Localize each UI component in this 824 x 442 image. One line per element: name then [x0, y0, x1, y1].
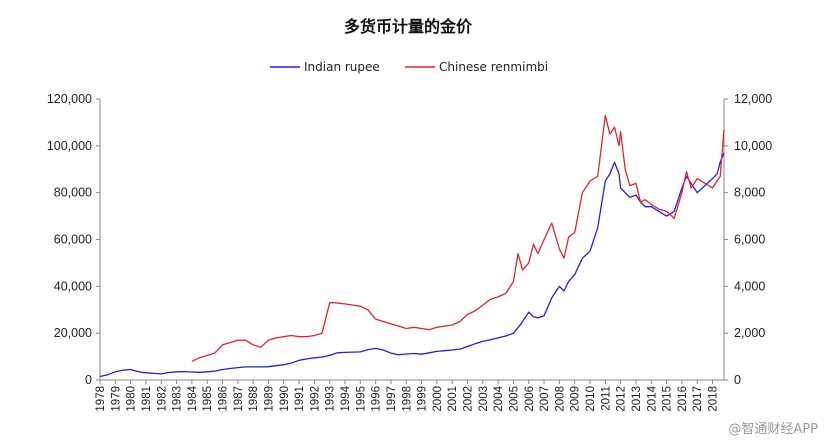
- x-tick-label: 1993: [325, 386, 337, 412]
- left-tick-label: 0: [85, 373, 92, 387]
- x-tick-label: 1998: [401, 386, 413, 412]
- x-tick-label: 2012: [616, 386, 628, 412]
- x-tick-label: 2001: [447, 386, 459, 412]
- x-tick-label: 2011: [600, 386, 612, 411]
- x-tick-label: 1979: [110, 386, 122, 412]
- left-y-ticks: 0 20,000 40,000 60,000 80,000 100,000 120,000: [47, 92, 100, 387]
- x-tick-label: 2018: [708, 386, 720, 412]
- x-tick-label: 2006: [524, 386, 536, 412]
- x-tick-label: 1985: [202, 386, 214, 412]
- x-tick-label: 2007: [539, 386, 551, 412]
- x-tick-label: 1987: [233, 386, 245, 412]
- left-tick-label: 100,000: [47, 139, 92, 153]
- watermark: @智通财经APP: [728, 422, 818, 437]
- right-tick-label: 12,000: [734, 92, 772, 106]
- x-tick-label: 1999: [417, 386, 429, 412]
- x-tick-label: 2016: [677, 386, 689, 412]
- x-tick-label: 2014: [646, 385, 658, 411]
- x-tick-label: 1978: [95, 386, 107, 412]
- x-tick-label: 2005: [508, 386, 520, 412]
- x-tick-label: 1986: [218, 386, 230, 412]
- x-tick-label: 2008: [554, 386, 566, 412]
- x-ticks: 1978 1979 1980 1981 1982 1983 1984 1985 1986 1987…: [95, 380, 720, 412]
- left-tick-label: 80,000: [54, 186, 92, 200]
- x-tick-label: 1990: [279, 386, 291, 412]
- left-tick-label: 60,000: [54, 233, 92, 247]
- x-tick-label: 2004: [493, 385, 505, 411]
- x-tick-label: 1982: [156, 386, 168, 412]
- left-tick-label: 120,000: [47, 92, 92, 106]
- x-tick-label: 2017: [692, 386, 704, 412]
- right-y-ticks: 0 2,000 4,000 6,000 8,000 10,000 12,000: [724, 92, 772, 387]
- x-tick-label: 2003: [478, 386, 490, 412]
- x-tick-label: 1989: [263, 386, 275, 412]
- x-tick-label: 1984: [187, 385, 199, 411]
- x-tick-label: 1997: [386, 386, 398, 412]
- right-tick-label: 0: [734, 373, 741, 387]
- x-tick-label: 1988: [248, 386, 260, 412]
- right-tick-label: 4,000: [734, 279, 765, 293]
- x-tick-label: 1991: [294, 386, 306, 412]
- left-tick-label: 20,000: [54, 326, 92, 340]
- x-tick-label: 2000: [432, 386, 444, 412]
- x-tick-label: 1992: [309, 386, 321, 412]
- x-tick-label: 1981: [141, 386, 153, 412]
- series-lines: [99, 114, 725, 378]
- series-line-indian-rupee: [99, 152, 725, 378]
- x-tick-label: 2015: [662, 386, 674, 412]
- x-tick-label: 1996: [371, 386, 383, 412]
- right-tick-label: 8,000: [734, 186, 765, 200]
- x-tick-label: 2010: [585, 386, 597, 412]
- x-tick-label: 2009: [570, 386, 582, 412]
- left-tick-label: 40,000: [54, 279, 92, 293]
- x-tick-label: 1995: [355, 386, 367, 412]
- x-tick-label: 2002: [463, 386, 475, 412]
- legend-label: Indian rupee: [304, 60, 380, 74]
- right-tick-label: 6,000: [734, 233, 765, 247]
- legend: Indian rupee Chinese renmimbi: [270, 60, 548, 74]
- chart-title: 多货币计量的金价: [344, 17, 473, 36]
- x-tick-label: 1980: [126, 386, 138, 412]
- legend-label: Chinese renmimbi: [439, 60, 548, 74]
- right-tick-label: 10,000: [734, 139, 772, 153]
- x-tick-label: 1983: [172, 386, 184, 412]
- x-tick-label: 1994: [340, 385, 352, 411]
- series-line-chinese-renmimbi: [191, 114, 725, 362]
- x-tick-label: 2013: [631, 386, 643, 412]
- right-tick-label: 2,000: [734, 326, 765, 340]
